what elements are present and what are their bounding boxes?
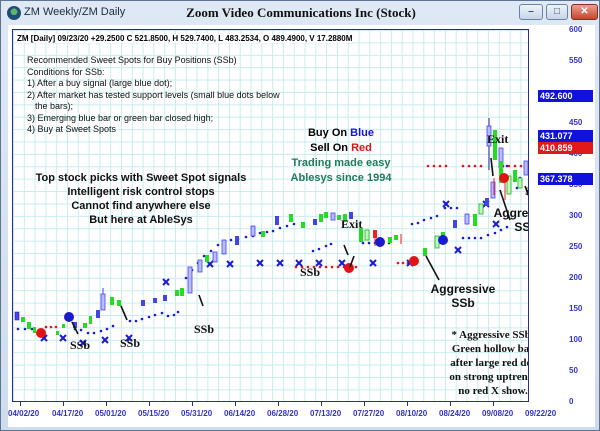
aggressive-ssb-text: SSb (451, 296, 475, 310)
sell-signal-dot (409, 256, 419, 266)
x-tick-label: 07/27/20 (353, 409, 385, 418)
condition-item: 4) Buy at Sweet Spots (27, 124, 117, 134)
conditions-title: Recommended Sweet Spots for Buy Position… (27, 55, 237, 65)
buy-word: Blue (350, 127, 374, 139)
y-tick: 250 (569, 242, 583, 251)
tagline: Ablesys since 1994 (290, 172, 392, 184)
plot-area[interactable]: ZM [Daily] 09/23/20 +29.2500 C 521.8500,… (12, 29, 529, 402)
y-tick: 550 (569, 56, 583, 65)
promo-line: Intelligent risk control stops (67, 186, 215, 198)
chart-title: Zoom Video Communications Inc (Stock) (186, 5, 416, 20)
sell-signal-dot (36, 328, 46, 338)
x-tick-label: 08/10/20 (396, 409, 428, 418)
condition-item: 1) After a buy signal (large blue dot); (27, 78, 173, 88)
aggressive-text: Aggressive (430, 282, 496, 296)
x-tick-label: 05/01/20 (95, 409, 127, 418)
aggressive-ssb-text: SSb (514, 220, 528, 234)
x-tick-label: 08/24/20 (439, 409, 471, 418)
ssb-label: SSb (300, 265, 321, 279)
exit-label: Exit (341, 217, 363, 231)
y-tick: 600 (569, 25, 583, 34)
promo-line: Cannot find anywhere else (71, 200, 211, 212)
minimize-icon: – (528, 6, 534, 17)
title-bar[interactable]: ZM Weekly/ZM Daily Zoom Video Communicat… (1, 1, 600, 25)
app-logo-icon (7, 6, 21, 20)
x-tick-label: 09/22/20 (525, 409, 557, 418)
condition-item: 3) Emerging blue bar or green bar closed… (27, 112, 214, 123)
tagline: Trading made easy (291, 157, 391, 169)
y-tick: 450 (569, 118, 583, 127)
promo-line: Top stock picks with Sweet Spot signals (35, 172, 247, 184)
maximize-button[interactable]: □ (546, 4, 568, 20)
x-tick-label: 09/08/20 (482, 409, 514, 418)
quote-line: ZM [Daily] 09/23/20 +29.2500 C 521.8500,… (17, 34, 353, 43)
window-title: ZM Weekly/ZM Daily (24, 6, 126, 18)
close-icon: ✕ (580, 6, 589, 17)
buy-signal-dot (375, 237, 385, 247)
maximize-icon: □ (553, 6, 561, 17)
promo-line: But here at AbleSys (89, 214, 193, 226)
price-tag: 367.378 (538, 173, 593, 185)
x-tick-label: 07/13/20 (310, 409, 342, 418)
x-tick-label: 06/28/20 (267, 409, 299, 418)
price-tag: 492.600 (538, 90, 593, 102)
y-tick: 100 (569, 335, 583, 344)
ssb-label: SSb (525, 184, 528, 199)
buy-signal-dot (64, 312, 74, 322)
sell-word: Red (351, 142, 372, 154)
close-button[interactable]: ✕ (571, 4, 598, 20)
y-tick: 50 (569, 366, 578, 375)
condition-item: the bars); (35, 101, 74, 111)
candlestick-chart (14, 118, 529, 347)
sell-signal-dot (499, 173, 509, 183)
note-line: Green hollow bar (451, 343, 529, 355)
aggressive-ssb-label: Aggressive SSb (491, 206, 529, 234)
price-tag: 431.077 (538, 130, 593, 142)
conditions-subtitle: Conditions for SSb: (27, 66, 105, 77)
x-tick-label: 04/17/20 (52, 409, 84, 418)
aggressive-ssb-label: Aggressive SSb (428, 282, 498, 310)
y-axis: 600 550 450 400 350 300 250 200 150 100 … (533, 25, 593, 406)
x-tick-label: 05/31/20 (181, 409, 213, 418)
ssb-label: SSb (120, 336, 141, 350)
y-tick: 200 (569, 273, 583, 282)
note-line: no red X show. (458, 385, 528, 397)
x-tick-label: 06/14/20 (224, 409, 256, 418)
sell-prefix: Sell On (310, 142, 352, 154)
sell-signal-dot (344, 263, 354, 273)
annotation-arrows (71, 157, 528, 335)
exit-label: Exit (487, 132, 509, 146)
y-tick: 0 (569, 397, 574, 406)
minimize-button[interactable]: – (519, 4, 543, 20)
condition-item: 2) After market has tested support level… (27, 89, 280, 100)
x-axis: 04/02/20 04/17/20 05/01/20 05/15/20 05/3… (8, 402, 556, 427)
x-tick-label: 04/02/20 (8, 409, 40, 418)
buy-prefix: Buy On (307, 127, 351, 139)
note-line: on strong uptrend, (449, 371, 529, 383)
aggressive-note: * Aggressive SSb: Green hollow bar after… (441, 328, 529, 398)
conditions-text: Recommended Sweet Spots for Buy Position… (27, 55, 280, 136)
price-tag: 410.859 (538, 142, 593, 154)
y-tick: 150 (569, 304, 583, 313)
ssb-label: SSb (194, 322, 215, 336)
buy-sell-legend: Buy On Blue Sell On Red Trading made eas… (281, 126, 401, 186)
buy-signal-dot (438, 235, 448, 245)
promo-text: Top stock picks with Sweet Spot signals … (13, 171, 269, 227)
x-tick-label: 05/15/20 (138, 409, 170, 418)
candles (14, 118, 528, 335)
y-tick: 300 (569, 211, 583, 220)
buy-signal-dot (528, 157, 529, 167)
ssb-label: SSb (70, 338, 91, 352)
note-line: * Aggressive SSb: (451, 329, 529, 341)
note-line: after large red dot (450, 357, 529, 369)
chart-area: ZM [Daily] 09/23/20 +29.2500 C 521.8500,… (8, 25, 595, 427)
aggressive-text: Aggressive (493, 206, 529, 220)
